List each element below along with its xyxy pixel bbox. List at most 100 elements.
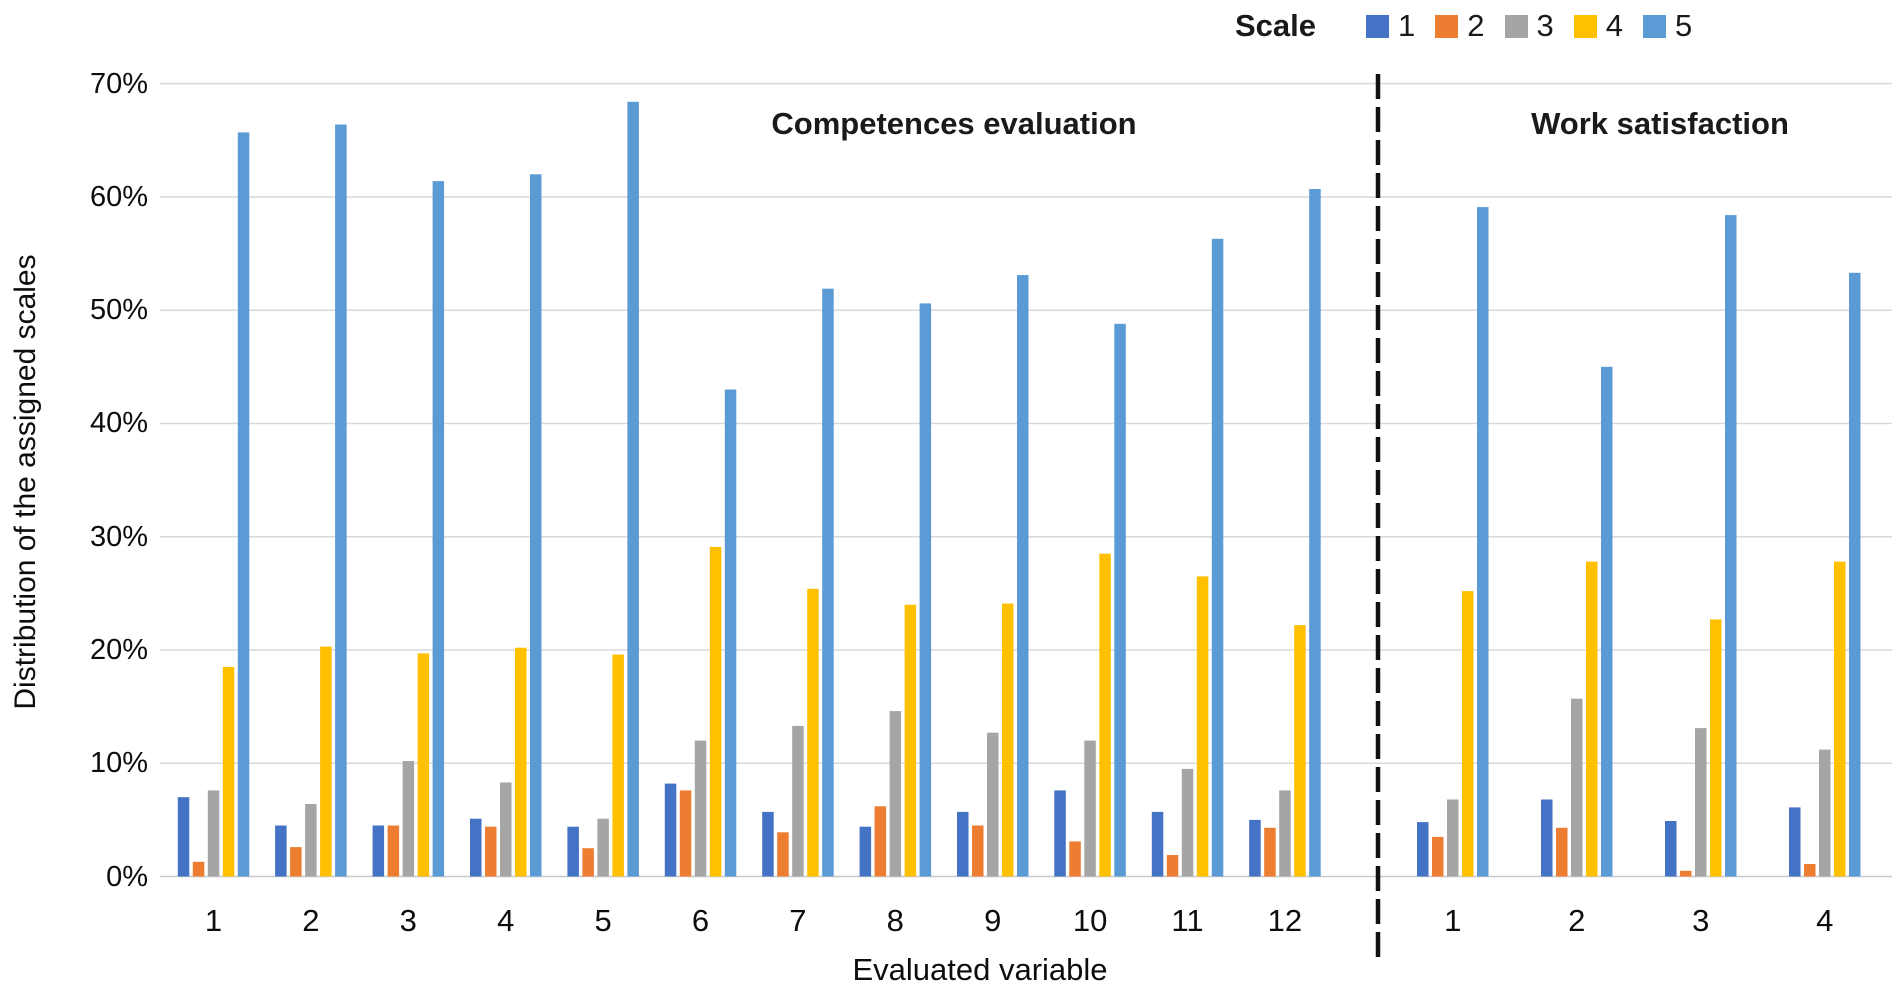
bar-panel1-cat4-scale4 [515, 647, 527, 877]
bar-panel2-cat4-scale2 [1804, 864, 1816, 877]
bar-panel1-cat8-scale3 [889, 711, 902, 877]
bar-panel2-cat2-scale1 [1541, 799, 1553, 877]
legend-item-label: 1 [1398, 8, 1416, 43]
legend-swatch-icon [1643, 14, 1667, 38]
legend-swatch-icon [1573, 14, 1597, 38]
panel-title-competences: Competences evaluation [771, 106, 1137, 141]
legend: Scale 1 2 3 4 5 [1235, 6, 1692, 46]
bar-panel1-cat8-scale4 [904, 604, 917, 877]
legend-swatch-icon [1366, 14, 1390, 38]
bar-panel1-cat5-scale1 [567, 826, 579, 877]
y-tick-label-20pct: 20% [89, 633, 148, 666]
bar-panel2-cat4-scale5 [1849, 272, 1861, 877]
bar-panel1-cat10-scale4 [1099, 553, 1111, 877]
bar-panel1-cat1-scale1 [177, 797, 190, 877]
bar-panel1-cat12-scale3 [1279, 790, 1291, 877]
bar-panel1-cat4-scale1 [470, 818, 482, 877]
bar-panel1-cat2-scale4 [320, 646, 332, 877]
bar-panel1-cat7-scale1 [762, 811, 774, 877]
bar-panel1-cat10-scale1 [1054, 790, 1066, 877]
bar-panel1-cat8-scale1 [859, 826, 872, 877]
y-tick-label-0pct: 0% [106, 860, 148, 893]
bar-panel1-cat7-scale2 [777, 832, 789, 877]
bar-panel1-cat2-scale2 [290, 847, 302, 877]
bar-panel1-cat5-scale5 [627, 101, 639, 877]
bar-panel2-cat2-scale5 [1601, 366, 1613, 877]
bar-panel1-cat3-scale2 [387, 825, 400, 877]
bar-panel1-cat5-scale4 [612, 654, 624, 877]
bar-panel2-cat3-scale3 [1695, 728, 1707, 877]
panel-title-work-satisfaction: Work satisfaction [1531, 106, 1789, 141]
x-category-label-panel1-2: 2 [302, 903, 320, 938]
bar-panel1-cat3-scale1 [372, 825, 385, 877]
bar-panel1-cat10-scale2 [1069, 841, 1081, 877]
bar-panel2-cat1-scale3 [1447, 799, 1459, 877]
legend-item-label: 2 [1467, 8, 1485, 43]
y-tick-label-30pct: 30% [89, 520, 148, 553]
legend-item-scale-3: 3 [1504, 8, 1554, 44]
x-category-label-panel1-3: 3 [399, 903, 417, 938]
legend-item-scale-5: 5 [1643, 8, 1692, 44]
legend-item-label: 3 [1536, 8, 1554, 43]
bar-panel1-cat7-scale5 [822, 288, 834, 877]
bar-panel2-cat4-scale4 [1834, 561, 1846, 877]
bar-panel1-cat9-scale1 [957, 811, 969, 877]
bar-panel1-cat4-scale3 [500, 782, 512, 877]
x-category-label-panel1-1: 1 [204, 903, 223, 938]
bar-panel1-cat12-scale2 [1264, 827, 1276, 877]
x-category-label-panel1-4: 4 [497, 903, 515, 938]
y-tick-label-50pct: 50% [89, 294, 148, 327]
bar-panel1-cat3-scale3 [402, 761, 415, 877]
bar-panel2-cat3-scale2 [1680, 870, 1692, 877]
bar-panel1-cat9-scale4 [1002, 603, 1014, 877]
bar-panel1-cat11-scale4 [1196, 576, 1209, 877]
x-category-label-panel2-2: 2 [1568, 903, 1586, 938]
y-tick-label-10pct: 10% [89, 747, 148, 780]
x-axis-title: Evaluated variable [852, 952, 1108, 987]
bar-panel1-cat7-scale3 [792, 725, 804, 877]
bar-panel1-cat12-scale4 [1294, 625, 1306, 877]
bar-panel1-cat9-scale5 [1017, 275, 1029, 877]
bar-panel1-cat6-scale5 [724, 389, 737, 877]
legend-item-scale-2: 2 [1435, 8, 1485, 44]
bar-panel1-cat3-scale4 [417, 653, 430, 877]
x-category-label-panel1-11: 11 [1171, 903, 1204, 938]
bar-panel1-cat8-scale5 [919, 303, 932, 877]
bar-panel1-cat1-scale5 [237, 132, 250, 877]
bar-panel2-cat4-scale3 [1819, 749, 1831, 877]
bar-panel2-cat4-scale1 [1789, 807, 1801, 877]
bar-panel1-cat6-scale1 [664, 783, 677, 877]
x-category-label-panel1-12: 12 [1267, 903, 1303, 938]
bar-panel1-cat11-scale5 [1211, 238, 1224, 877]
bar-panel1-cat7-scale4 [807, 588, 819, 877]
bar-panel1-cat5-scale2 [582, 848, 594, 877]
x-category-label-panel2-3: 3 [1692, 903, 1710, 938]
bar-panel1-cat12-scale5 [1309, 189, 1321, 877]
bar-panel1-cat1-scale4 [222, 667, 235, 877]
legend-items: 1 2 3 4 5 [1366, 8, 1692, 44]
bar-panel1-cat8-scale2 [874, 806, 887, 877]
legend-item-label: 4 [1605, 8, 1624, 43]
legend-item-scale-4: 4 [1573, 8, 1624, 44]
bar-panel2-cat2-scale2 [1556, 827, 1568, 877]
y-axis-title: Distribution of the assigned scales [9, 254, 42, 710]
bar-panel1-cat2-scale1 [275, 825, 287, 877]
bar-panel2-cat1-scale1 [1417, 822, 1429, 877]
bar-panel1-cat5-scale3 [597, 818, 609, 877]
bar-panel1-cat1-scale2 [192, 861, 205, 877]
bar-panel1-cat11-scale1 [1151, 811, 1164, 877]
bar-panel1-cat3-scale5 [432, 181, 445, 877]
bar-panel1-cat9-scale2 [972, 825, 984, 877]
y-tick-label-60pct: 60% [89, 180, 148, 213]
x-category-label-panel2-4: 4 [1816, 903, 1834, 938]
x-category-label-panel1-10: 10 [1072, 903, 1108, 938]
bar-panel2-cat1-scale5 [1477, 207, 1489, 877]
bar-panel1-cat1-scale3 [207, 790, 220, 877]
bar-panel1-cat4-scale2 [485, 826, 497, 877]
bar-panel1-cat10-scale3 [1084, 740, 1096, 877]
bar-panel1-cat6-scale4 [709, 546, 722, 877]
bar-panel1-cat10-scale5 [1114, 323, 1126, 877]
x-category-label-panel1-7: 7 [789, 903, 807, 938]
